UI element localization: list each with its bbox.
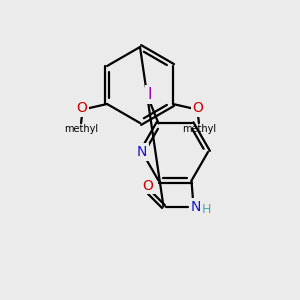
- Text: methyl: methyl: [182, 124, 216, 134]
- Text: O: O: [142, 178, 153, 193]
- Text: N: N: [190, 200, 201, 214]
- Text: H: H: [202, 203, 211, 216]
- Text: I: I: [147, 87, 152, 102]
- Text: methyl: methyl: [64, 124, 98, 134]
- Text: O: O: [193, 101, 203, 115]
- Text: O: O: [77, 101, 88, 115]
- Text: N: N: [137, 145, 147, 159]
